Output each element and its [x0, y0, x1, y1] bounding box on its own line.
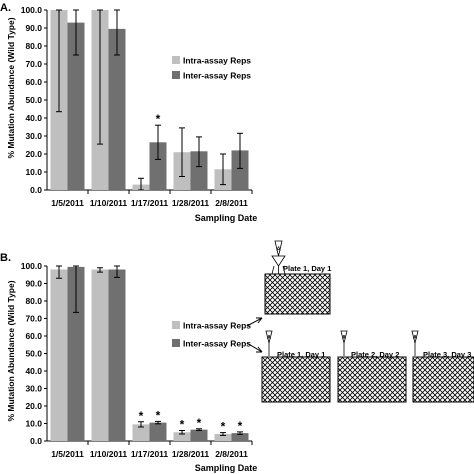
panel-a-legend: Intra-assay Reps Inter-assay Reps — [172, 56, 251, 81]
panel-a-bar-inter — [231, 150, 249, 190]
panel-a-x-tick-label: 2/8/2011 — [215, 198, 248, 208]
panel-b-x-tick-label: 1/5/2011 — [51, 449, 84, 459]
panel-b-bar-inter — [67, 266, 85, 441]
panel-b-bar-intra — [91, 269, 109, 441]
panel-a-y-tick-label: 40.0 — [25, 113, 42, 123]
arrow-intra-to-plate — [246, 317, 263, 327]
panel-a-y-tick-label: 30.0 — [25, 131, 42, 141]
panel-a-y-tick-label: 80.0 — [25, 41, 42, 51]
plate-top-label: Plate 1, Day 1 — [283, 264, 331, 273]
panel-b-bar-inter — [190, 429, 208, 441]
panel-b-significance-star: * — [156, 408, 161, 422]
panel-a-y-tick-label: 90.0 — [25, 23, 42, 33]
panel-b-x-axis-label: Sampling Date — [195, 463, 258, 473]
panel-b-chart: B. % Mutation Abundance (Wild Type) Samp… — [0, 252, 257, 473]
pipette-letter: A — [276, 247, 281, 253]
plate-day-1-label: Plate 1, Day 1 — [277, 350, 325, 359]
panel-b-bar-intra — [50, 269, 68, 441]
panel-a-bar-inter — [67, 22, 85, 190]
panel-b-bar-intra — [132, 424, 150, 441]
arrowhead-inter — [256, 346, 263, 353]
pipette-triple: A — [271, 240, 286, 275]
panel-b-y-tick-label: 100.0 — [21, 261, 43, 271]
panel-b-legend-swatch-inter — [172, 339, 180, 347]
panel-a-y-tick-label: 20.0 — [25, 149, 42, 159]
panel-b-bar-inter — [149, 422, 167, 441]
panel-b-legend-label-intra: Intra-assay Reps — [183, 321, 251, 331]
pipette-single-1: A — [265, 330, 273, 356]
panel-b-y-tick-label: 90.0 — [25, 279, 42, 289]
panel-b-legend-swatch-intra — [172, 321, 180, 329]
panel-b-y-tick-label: 70.0 — [25, 314, 42, 324]
panel-b-y-tick-label: 10.0 — [25, 419, 42, 429]
panel-b-x-tick-label: 2/8/2011 — [215, 449, 248, 459]
panel-a-legend-label-intra: Intra-assay Reps — [183, 56, 251, 66]
panel-b-y-tick-label: 60.0 — [25, 331, 42, 341]
panel-b-significance-star: * — [221, 420, 226, 434]
panel-a-x-tick-label: 1/5/2011 — [51, 198, 84, 208]
panel-a-y-axis-label: % Mutation Abundance (Wild Type) — [6, 17, 16, 158]
panel-b-bar-inter — [108, 269, 126, 441]
arrow-inter-to-plates — [246, 342, 263, 353]
panel-a-significance-star: * — [156, 112, 161, 126]
panel-a-chart: A. % Mutation Abundance (Wild Type) Samp… — [0, 2, 257, 223]
svg-text:A: A — [267, 335, 271, 341]
panel-a-y-tick-label: 0.0 — [30, 185, 42, 195]
panel-a-bar-inter — [108, 28, 126, 191]
plate-top — [264, 273, 331, 315]
panel-b-significance-star: * — [180, 418, 185, 432]
panel-b-y-tick-label: 80.0 — [25, 296, 42, 306]
panel-b-letter: B. — [0, 252, 11, 264]
panel-a-legend-label-inter: Inter-assay Reps — [183, 71, 251, 81]
panel-a-bar-inter — [149, 142, 167, 190]
svg-text:A: A — [342, 335, 346, 341]
panel-b-x-tick-label: 1/28/2011 — [172, 449, 210, 459]
panel-b-significance-star: * — [139, 409, 144, 423]
panel-b-legend: Intra-assay Reps Inter-assay Reps — [172, 321, 251, 349]
plate-day-2-label: Plate 2, Day 2 — [351, 350, 399, 359]
plate-day-2 — [337, 356, 407, 403]
panel-b-y-tick-label: 50.0 — [25, 349, 42, 359]
panel-b-y-tick-label: 40.0 — [25, 366, 42, 376]
panel-a-x-tick-label: 1/10/2011 — [90, 198, 128, 208]
svg-text:A: A — [413, 335, 417, 341]
panel-a-y-tick-label: 70.0 — [25, 59, 42, 69]
panel-b-y-tick-label: 30.0 — [25, 384, 42, 394]
panel-b-significance-star: * — [238, 419, 243, 433]
panel-b-y-tick-label: 20.0 — [25, 401, 42, 411]
panel-b-y-tick-label: 0.0 — [30, 436, 42, 446]
plate-day-1 — [261, 356, 331, 403]
panel-a-letter: A. — [0, 2, 11, 14]
panel-a-legend-swatch-intra — [172, 56, 180, 64]
panel-a-x-axis-label: Sampling Date — [195, 213, 258, 223]
panel-b-bar-intra — [214, 434, 232, 441]
panel-a-y-tick-label: 10.0 — [25, 167, 42, 177]
pipette-single-2: A — [340, 330, 348, 356]
panel-b-y-axis-label: % Mutation Abundance (Wild Type) — [6, 280, 16, 421]
plate-diagram: A Plate 1, Day 1 A Plate 1, Day 1 A Plat… — [246, 240, 474, 403]
arrowhead-intra — [256, 317, 263, 324]
panel-b-legend-label-inter: Inter-assay Reps — [183, 339, 251, 349]
panel-b-x-tick-label: 1/17/2011 — [131, 449, 169, 459]
pipette-single-3: A — [411, 330, 419, 356]
panel-a-y-tick-label: 50.0 — [25, 95, 42, 105]
panel-a-x-tick-label: 1/17/2011 — [131, 198, 169, 208]
panel-b-bar-inter — [231, 433, 249, 441]
panel-b-x-tick-label: 1/10/2011 — [90, 449, 128, 459]
panel-a-x-tick-label: 1/28/2011 — [172, 198, 210, 208]
panel-b-bar-intra — [173, 432, 191, 441]
panel-a-legend-swatch-inter — [172, 71, 180, 79]
panel-a-y-tick-label: 100.0 — [21, 5, 43, 15]
panel-b-significance-star: * — [197, 416, 202, 430]
panel-a-y-tick-label: 60.0 — [25, 77, 42, 87]
plate-day-3-label: Plate 3, Day 3 — [423, 350, 471, 359]
plate-day-3 — [412, 356, 474, 403]
panel-a-bar-inter — [190, 151, 208, 190]
